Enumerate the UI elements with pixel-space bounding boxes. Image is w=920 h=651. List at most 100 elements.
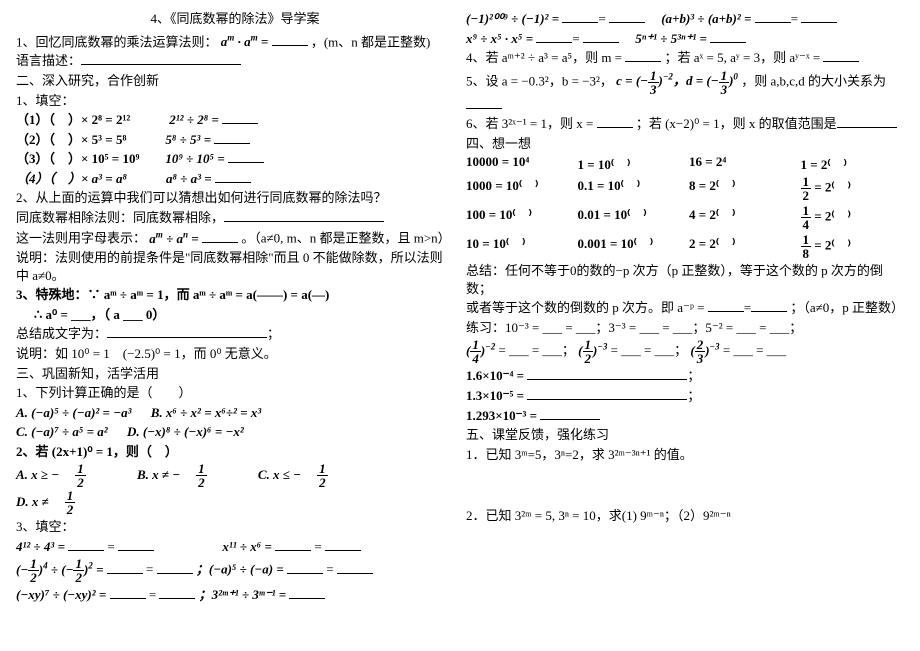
blank (325, 538, 361, 551)
expr: 1.3×10⁻⁵ = (466, 388, 527, 403)
blank (527, 387, 687, 400)
t: D. x ≠ (16, 493, 49, 511)
blank (466, 96, 502, 109)
text: 练习：10⁻³ = ___ = ___；3⁻³ = ___ = ___；5⁻² … (466, 319, 904, 337)
expr: (−1)²⁰⁰⁹ ÷ (−1)² = (466, 11, 562, 26)
expr: 5⁸ ÷ 5³ = (165, 132, 214, 147)
opt-b: B. x⁶ ÷ x² = x⁶÷² = x³ (151, 404, 262, 422)
blank (118, 538, 154, 551)
opt-c: C. (−a)⁷ ÷ a⁵ = a² (16, 423, 108, 441)
text: 1．已知 3ᵐ=5，3ⁿ=2，求 3²ᵐ⁻³ⁿ⁺¹ 的值。 (466, 446, 904, 464)
fill-row: (−1)²⁰⁰⁹ ÷ (−1)² = = (a+b)³ ÷ (a+b)² = = (466, 10, 904, 28)
text: 语言描述： (16, 53, 81, 68)
cell: 1 = 10⁽ ⁾ (578, 154, 682, 173)
blank (287, 561, 323, 574)
blank (710, 30, 746, 43)
cell: 4 = 2⁽ ⁾ (689, 204, 793, 231)
text: 。（a≠0, m、n 都是正整数，且 m>n） (241, 231, 450, 246)
expr: ；(−a)⁵ ÷ (−a) = (196, 562, 287, 577)
blank (801, 10, 837, 23)
expr: (14)−2 (466, 343, 495, 358)
t: = ___ = ___； (495, 343, 575, 358)
text: 1、回忆同底数幂的乘法运算法则： (16, 34, 218, 49)
text: 2．已知 3²ᵐ = 5, 3ⁿ = 10，求(1) 9ᵐ⁻ⁿ；（2）9²ᵐ⁻ⁿ (466, 507, 904, 525)
text: 1、填空： (16, 92, 454, 110)
blank (708, 300, 744, 313)
section-heading: 五、课堂反馈，强化练习 (466, 426, 904, 444)
blank (536, 30, 572, 43)
line: 6、若 3²ˣ⁻¹ = 1，则 x = ；若 (x−2)⁰ = 1，则 x 的取… (466, 115, 904, 133)
text: 3、特殊地：∵ aᵐ ÷ aᵐ = 1，而 aᵐ ÷ aᵐ = a(——) = … (16, 286, 454, 304)
text: 2、从上面的运算中我们可以猜想出如何进行同底数幂的除法吗？ (16, 189, 454, 207)
expr: （2）（ ）× 5³ = 5⁸ (16, 132, 126, 147)
expr: 5ⁿ⁺¹ ÷ 5³ⁿ⁺¹ = (635, 31, 710, 46)
options: C. (−a)⁷ ÷ a⁵ = a² D. (−x)⁸ ÷ (−x)⁶ = −x… (16, 423, 454, 441)
blank (202, 230, 238, 243)
text: 2、若 (2x+1)⁰ = 1，则（ ） (16, 443, 454, 461)
cell: 16 = 2⁴ (689, 154, 793, 173)
opt-a: A. x ≥ −12 (16, 462, 118, 489)
blank (823, 49, 859, 62)
blank (337, 561, 373, 574)
blank (228, 150, 264, 163)
section-heading: 三、巩固新知，活学活用 (16, 365, 454, 383)
blank (81, 53, 241, 66)
t: = ___ = ___； (607, 343, 687, 358)
expr: x¹¹ ÷ x⁶ = (222, 539, 275, 554)
line: 或者等于这个数的倒数的 p 次方。即 a⁻ᵖ = = ；（a≠0，p 正整数） (466, 299, 904, 317)
expr: 1.293×10⁻³ = (466, 408, 540, 423)
left-column: 4、《同底数幂的除法》导学案 1、回忆同底数幂的乘法运算法则： am · am … (10, 8, 460, 606)
row: （3）（ ）× 10⁵ = 10⁹ 10⁹ ÷ 10⁵ = (16, 150, 454, 168)
options: A. x ≥ −12 B. x ≠ −12 C. x ≤ −12 D. x ≠ … (16, 462, 454, 516)
expr: 2¹² ÷ 2⁸ = (169, 112, 222, 127)
text: 同底数幂相除法则：同底数幂相除， (16, 210, 224, 225)
line: 4、若 aᵐ⁺² ÷ a³ = a⁵，则 m = ；若 aˣ = 5, aʸ =… (466, 49, 904, 67)
opt-c: C. x ≤ −12 (258, 462, 360, 489)
blank (214, 131, 250, 144)
expr: c = (−13)−2，d = (−13)0 (616, 73, 738, 88)
text: 1、下列计算正确的是（ ） (16, 384, 454, 402)
expr: (−xy)⁷ ÷ (−xy)² = (16, 587, 110, 602)
cell: 0.01 = 10⁽ ⁾ (578, 204, 682, 231)
t: = ___ = ___ (720, 343, 787, 358)
row: （1）（ ）× 2⁸ = 2¹² 2¹² ÷ 2⁸ = (16, 111, 454, 129)
blank (159, 587, 195, 600)
text: 3、填空： (16, 518, 454, 536)
text: ∴ a⁰ = ___，（ a ___ 0） (16, 306, 454, 324)
line: 同底数幂相除法则：同底数幂相除， (16, 209, 454, 227)
blank (107, 326, 267, 339)
expr: (12)−3 (578, 343, 607, 358)
cell: 10 = 10⁽ ⁾ (466, 233, 570, 260)
cell: 10000 = 10⁴ (466, 154, 570, 173)
text: 6、若 3²ˣ⁻¹ = 1，则 x = (466, 116, 597, 131)
blank (527, 368, 687, 381)
line: 语言描述： (16, 52, 454, 70)
title: 4、《同底数幂的除法》导学案 (16, 10, 454, 28)
power-table: 10000 = 10⁴ 1 = 10⁽ ⁾ 16 = 2⁴ 1 = 2⁽ ⁾ 1… (466, 154, 904, 260)
blank (107, 561, 143, 574)
text: 说明：法则使用的前提条件是"同底数幂相除"而且 0 不能做除数，所以法则中 a≠… (16, 249, 454, 284)
text: ，则 a,b,c,d 的大小关系为 (741, 73, 886, 88)
fill-row: 4¹² ÷ 4³ = = x¹¹ ÷ x⁶ = = (16, 538, 454, 556)
blank (837, 116, 897, 129)
text: ；若 aˣ = 5, aʸ = 3，则 aʸ⁻ˣ = (665, 50, 824, 65)
blank (275, 538, 311, 551)
blank (289, 587, 325, 600)
fill-row: x⁹ ÷ x⁵ · x⁵ = = 5ⁿ⁺¹ ÷ 5³ⁿ⁺¹ = (466, 30, 904, 48)
line: 这一法则用字母表示： am ÷ an = 。（a≠0, m、n 都是正整数，且 … (16, 228, 454, 247)
t: A. x ≥ − (16, 466, 59, 484)
blank (224, 209, 384, 222)
text: 4、若 aᵐ⁺² ÷ a³ = a⁵，则 m = (466, 50, 625, 65)
cell: 100 = 10⁽ ⁾ (466, 204, 570, 231)
opt-b: B. x ≠ −12 (137, 462, 239, 489)
row: （2）（ ）× 5³ = 5⁸ 5⁸ ÷ 5³ = (16, 131, 454, 149)
expr: a⁸ ÷ a³ = (166, 171, 215, 186)
blank (597, 116, 633, 129)
expr: am ÷ an = (149, 231, 202, 246)
text: 总结成文字为： (16, 326, 107, 341)
line: (14)−2 = ___ = ___； (12)−3 = ___ = ___； … (466, 338, 904, 365)
expr: (23)−3 (690, 343, 719, 358)
blank (215, 170, 251, 183)
cell: 0.001 = 10⁽ ⁾ (578, 233, 682, 260)
cell: 8 = 2⁽ ⁾ (689, 175, 793, 202)
